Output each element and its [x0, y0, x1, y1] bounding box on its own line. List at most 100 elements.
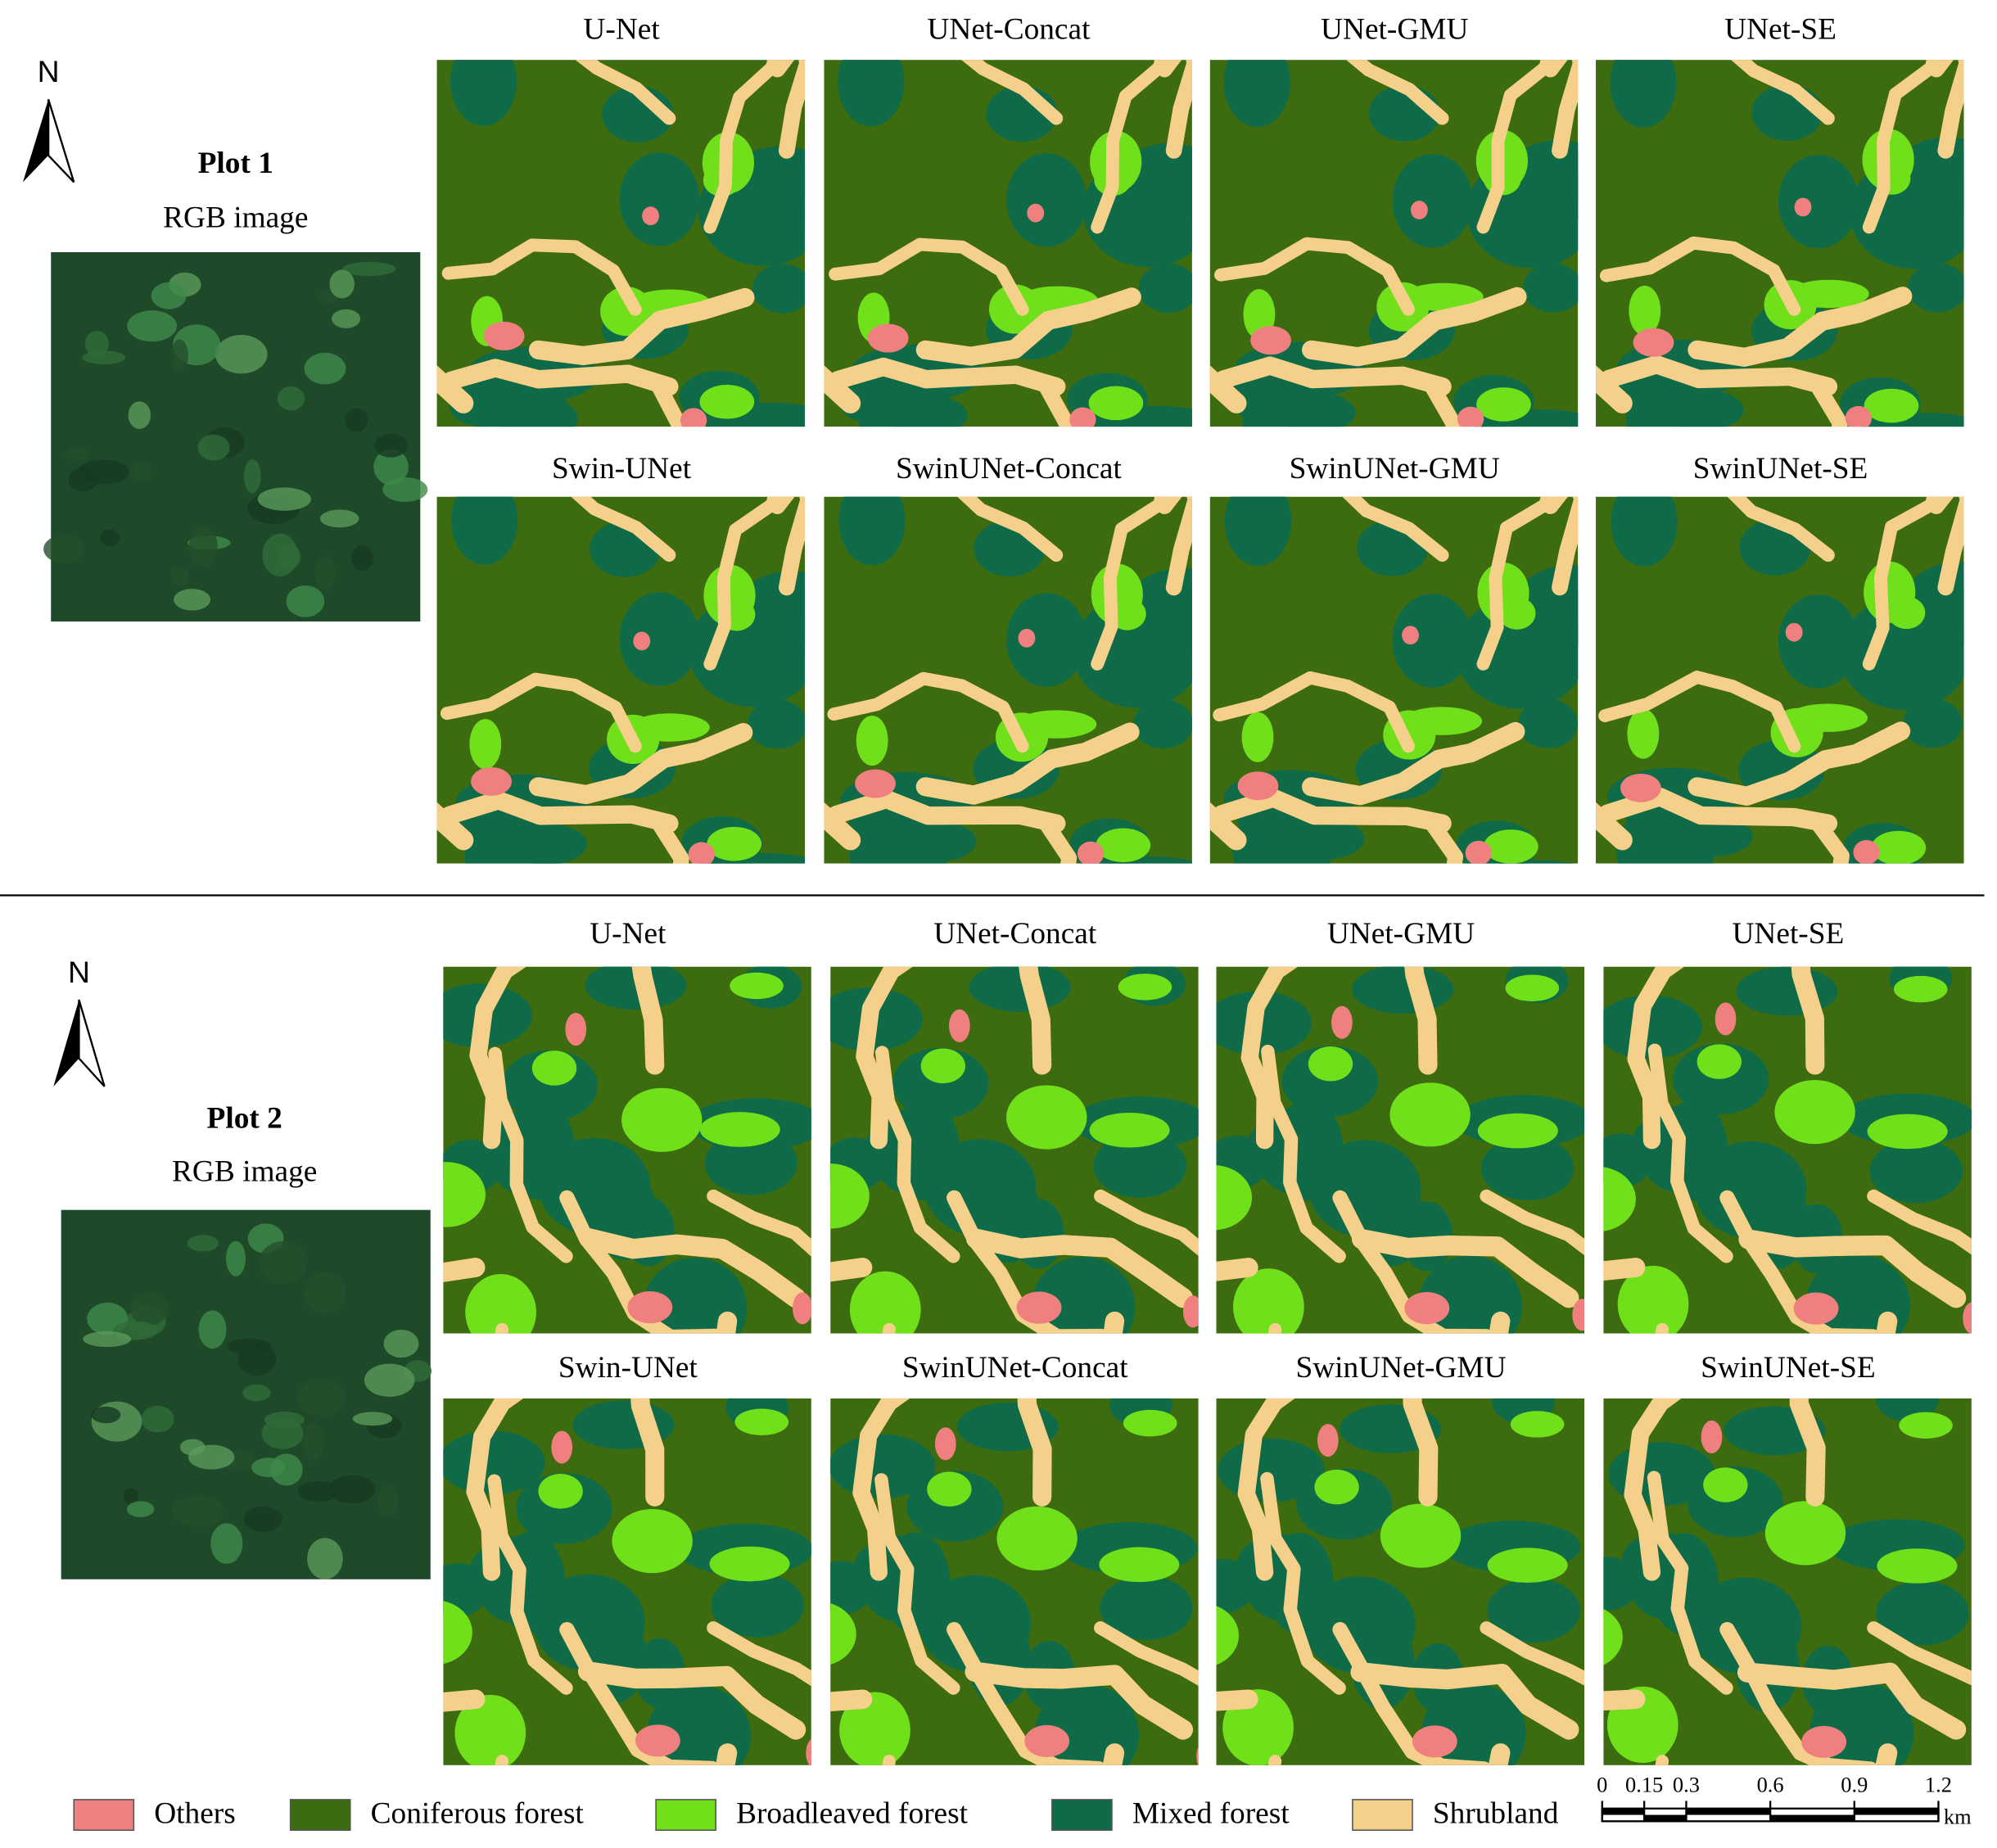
- others-patch: [1027, 203, 1045, 223]
- shrubland-band: [957, 496, 1064, 563]
- broadleaved-patch: [830, 1603, 856, 1665]
- shrubland-band: [1038, 379, 1075, 427]
- rgb-texture: [297, 1378, 346, 1416]
- rgb-texture: [373, 449, 409, 486]
- others-patch: [806, 1738, 811, 1765]
- shrubland-band: [1731, 60, 1835, 125]
- shrubland-band: [1480, 1189, 1585, 1256]
- shrubland-band: [1867, 1189, 1972, 1255]
- broadleaved-patch: [1476, 387, 1531, 422]
- shrubland-band: [1791, 966, 1825, 1075]
- model-title: UNet-GMU: [1327, 917, 1475, 951]
- broadleaved-patch: [734, 1408, 789, 1435]
- rgb-texture: [141, 1406, 174, 1433]
- shrubland-band: [1237, 1398, 1295, 1581]
- model-title: SwinUNet-SE: [1693, 452, 1868, 486]
- others-patch: [1237, 771, 1279, 801]
- legend-label: Shrubland: [1433, 1797, 1559, 1831]
- model-title: Swin-UNet: [552, 452, 692, 486]
- rgb-texture: [225, 1240, 246, 1276]
- shrubland-band: [1165, 60, 1192, 159]
- scale-bar-segment: [1602, 1808, 1645, 1815]
- shrubland-band: [1476, 60, 1554, 234]
- others-patch: [1077, 841, 1105, 864]
- mixed-forest-patch: [1216, 991, 1313, 1055]
- broadleaved-patch: [1389, 1082, 1471, 1147]
- shrubland-band: [1737, 1662, 1967, 1740]
- rgb-texture: [261, 1417, 304, 1449]
- broadleaved-patch: [1867, 1114, 1948, 1150]
- broadleaved-patch: [469, 719, 502, 770]
- others-patch: [688, 842, 715, 864]
- mixed-forest-patch: [1876, 1580, 1969, 1646]
- shrubland-band: [1476, 496, 1554, 671]
- shrubland-band: [1789, 1398, 1826, 1507]
- shrubland-band: [1937, 496, 1964, 596]
- shrubland-band: [1552, 496, 1579, 596]
- others-patch: [1465, 840, 1493, 864]
- shrubland-band: [436, 802, 474, 851]
- broadleaved-patch: [839, 1692, 910, 1765]
- classification-map: [1216, 966, 1585, 1334]
- shrubland-band: [1017, 1398, 1052, 1507]
- north-arrow: N: [53, 955, 106, 1087]
- shrubland-band: [1688, 721, 1911, 806]
- mixed-forest-patch: [704, 1131, 798, 1195]
- shrubland-band: [1240, 966, 1299, 1150]
- shrubland-band: [874, 1473, 960, 1695]
- broadleaved-patch: [1697, 1044, 1742, 1079]
- rgb-texture: [364, 1363, 415, 1397]
- rgb-texture: [174, 589, 211, 611]
- others-patch: [1331, 1005, 1353, 1039]
- mixed-forest-patch: [707, 852, 806, 864]
- others-patch: [855, 769, 896, 798]
- shrubland-band: [769, 60, 795, 78]
- mixed-forest-patch: [1006, 153, 1087, 247]
- rgb-texture: [277, 386, 305, 411]
- mixed-forest-patch: [1138, 264, 1192, 314]
- shrubland-band: [1345, 60, 1449, 125]
- rgb-texture: [65, 447, 89, 461]
- rgb-texture: [187, 1235, 219, 1252]
- mixed-forest-patch: [1006, 593, 1087, 687]
- broadleaved-patch: [465, 1273, 536, 1334]
- mixed-forest-patch: [1223, 60, 1290, 127]
- shrubland-band: [707, 1189, 811, 1257]
- classification-map: [443, 966, 811, 1334]
- others-patch: [1069, 407, 1096, 427]
- shrubland-band: [1738, 1229, 1967, 1308]
- shrubland-band: [1094, 1621, 1199, 1686]
- others-patch: [471, 766, 512, 796]
- others-patch: [565, 1013, 587, 1046]
- classification-map: [436, 496, 806, 864]
- legend-swatch: [73, 1799, 135, 1832]
- rgb-texture: [189, 524, 218, 568]
- mixed-forest-patch: [1913, 863, 1928, 864]
- others-patch: [1977, 1746, 1996, 1778]
- legend-label: Others: [154, 1797, 236, 1831]
- model-title: SwinUNet-Concat: [902, 1351, 1128, 1385]
- shrubland-band: [1867, 1621, 1972, 1686]
- shrubland-band: [1937, 60, 1964, 159]
- others-patch: [627, 1290, 673, 1324]
- model-title: UNet-Concat: [927, 12, 1091, 46]
- shrubland-band: [1875, 1743, 1898, 1765]
- rgb-texture: [377, 1484, 400, 1516]
- classification-map: [1603, 966, 1972, 1334]
- broadleaved-patch: [830, 1163, 870, 1229]
- legend-swatch: [1352, 1799, 1413, 1832]
- others-patch: [1586, 1743, 1606, 1775]
- mixed-forest-patch: [1224, 496, 1292, 567]
- broadleaved-patch: [1603, 1167, 1636, 1231]
- shrubland-band: [965, 1661, 1194, 1740]
- rgb-texture: [43, 535, 85, 563]
- shrubland-band: [856, 966, 913, 1150]
- legend-label: Mixed forest: [1132, 1797, 1290, 1831]
- others-patch: [1018, 628, 1036, 648]
- shrubland-band: [469, 966, 526, 1150]
- rgb-texture: [129, 1291, 169, 1326]
- classification-map: [1596, 496, 1964, 864]
- mixed-forest-patch: [1603, 995, 1702, 1060]
- shrubland-band: [778, 60, 806, 159]
- others-patch: [680, 408, 707, 427]
